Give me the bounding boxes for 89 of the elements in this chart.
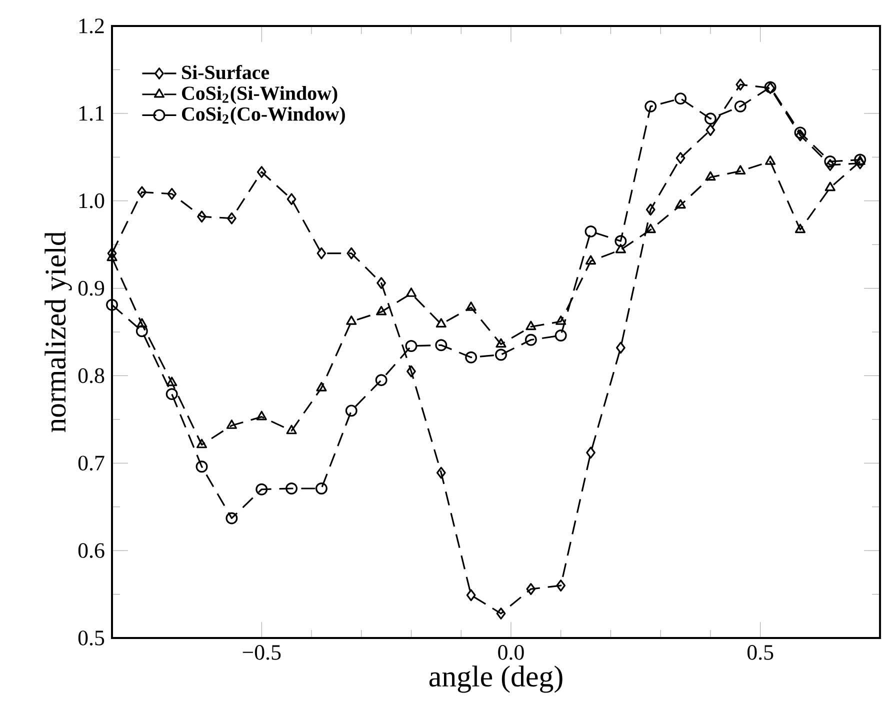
point — [106, 298, 118, 311]
point — [167, 188, 177, 200]
y-tick-label: 0.7 — [78, 456, 104, 471]
point — [136, 325, 148, 338]
legend-label: CoSi$_{2}$(Co-Window) — [182, 106, 345, 125]
point — [436, 318, 446, 328]
x-axis-title: angle (deg) — [429, 666, 562, 693]
point — [226, 512, 238, 524]
point — [495, 348, 507, 361]
point — [196, 438, 208, 448]
point — [496, 608, 506, 620]
point — [796, 129, 805, 142]
point — [136, 318, 148, 328]
point — [166, 376, 178, 386]
point — [646, 204, 656, 216]
y-tick-label: 1.0 — [80, 193, 104, 208]
point — [256, 166, 266, 178]
point — [765, 156, 776, 165]
point — [465, 351, 478, 364]
point — [406, 288, 417, 297]
point — [675, 199, 686, 209]
point — [227, 212, 236, 224]
point — [735, 165, 746, 175]
point — [286, 193, 296, 206]
point — [496, 338, 506, 348]
point — [556, 580, 566, 592]
point — [644, 100, 657, 112]
point — [436, 466, 446, 479]
point — [466, 589, 476, 602]
point — [586, 446, 596, 459]
y-tick-label: 0.9 — [78, 280, 104, 296]
x-tick-label: 0.5 — [747, 645, 774, 660]
point — [584, 225, 597, 238]
point — [316, 382, 327, 392]
x-tick-label: 0.0 — [498, 645, 524, 660]
point — [435, 339, 448, 352]
point — [286, 424, 297, 434]
point — [375, 374, 388, 386]
point — [376, 277, 386, 290]
legend-label: CoSi$_{2}$(Si-Window) — [182, 86, 338, 104]
y-tick-label: 0.6 — [78, 543, 104, 558]
point — [376, 306, 387, 316]
point — [556, 316, 566, 325]
point — [196, 460, 208, 473]
point — [316, 247, 326, 260]
point — [226, 420, 237, 429]
point — [315, 482, 328, 494]
point — [405, 340, 418, 352]
point — [106, 252, 118, 262]
legend-label: Si-Surface — [182, 64, 270, 80]
point — [197, 210, 206, 223]
point — [676, 152, 686, 164]
point — [526, 320, 536, 330]
point — [346, 247, 356, 260]
point — [554, 330, 567, 342]
point — [137, 186, 147, 198]
point — [736, 78, 746, 91]
point — [616, 342, 626, 354]
point — [166, 388, 178, 400]
y-tick-label: 0.5 — [78, 630, 104, 646]
point — [256, 483, 268, 496]
x-tick-label: −0.5 — [242, 645, 281, 660]
point — [466, 302, 476, 311]
point — [346, 316, 357, 325]
point — [614, 235, 627, 248]
point — [345, 404, 358, 417]
point — [674, 92, 687, 105]
point — [705, 171, 716, 181]
point — [256, 410, 267, 420]
point — [825, 159, 835, 171]
point — [524, 334, 537, 346]
point — [734, 100, 746, 112]
point — [107, 247, 117, 260]
point — [794, 224, 806, 234]
point — [645, 224, 656, 234]
y-tick-label: 1.2 — [80, 18, 104, 34]
point — [706, 124, 716, 136]
point — [824, 156, 836, 168]
y-tick-label: 0.8 — [78, 368, 104, 384]
point — [794, 126, 806, 139]
point — [615, 244, 626, 254]
point — [526, 583, 536, 596]
point — [704, 112, 716, 125]
point — [406, 365, 416, 378]
point — [824, 182, 836, 192]
y-axis-title: normalized yield — [44, 232, 72, 432]
y-tick-label: 1.1 — [80, 106, 104, 121]
point — [286, 482, 298, 494]
point — [585, 255, 596, 265]
